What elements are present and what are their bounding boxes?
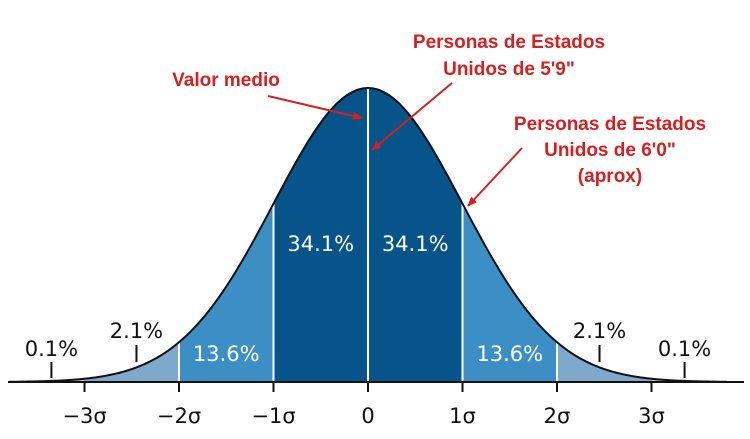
region-percent-label: 0.1% <box>25 337 78 361</box>
x-tick-label: −2σ <box>157 404 201 428</box>
region-percent-label: 13.6% <box>476 342 543 366</box>
region-percent-label: 34.1% <box>382 232 449 256</box>
annotation-arrow <box>267 95 363 120</box>
annotation-arrow <box>467 147 523 207</box>
region-percent-label: 2.1% <box>110 319 163 343</box>
annotation-text: Unidos de 6'0" <box>544 140 676 161</box>
annotation-arrow <box>371 82 453 151</box>
region-percent-label: 13.6% <box>193 342 260 366</box>
annotation-text: (aprox) <box>578 166 642 187</box>
x-tick-label: −3σ <box>62 404 106 428</box>
annotation-text: Personas de Estados <box>514 114 706 135</box>
annotation-text: Personas de Estados <box>413 32 605 53</box>
bell-curve-line <box>8 86 728 383</box>
annotation-text: Unidos de 5'9" <box>443 59 575 80</box>
x-tick-label: 0 <box>361 404 374 428</box>
x-tick-label: 3σ <box>638 404 665 428</box>
x-tick-label: −1σ <box>251 404 295 428</box>
annotation-text: Valor medio <box>172 70 280 91</box>
region-percent-label: 0.1% <box>658 337 711 361</box>
region-6 <box>557 342 652 382</box>
x-tick-label: 2σ <box>544 404 571 428</box>
region-percent-label: 2.1% <box>573 319 626 343</box>
region-1 <box>84 342 179 382</box>
x-tick-label: 1σ <box>449 404 476 428</box>
region-percent-label: 34.1% <box>287 232 354 256</box>
